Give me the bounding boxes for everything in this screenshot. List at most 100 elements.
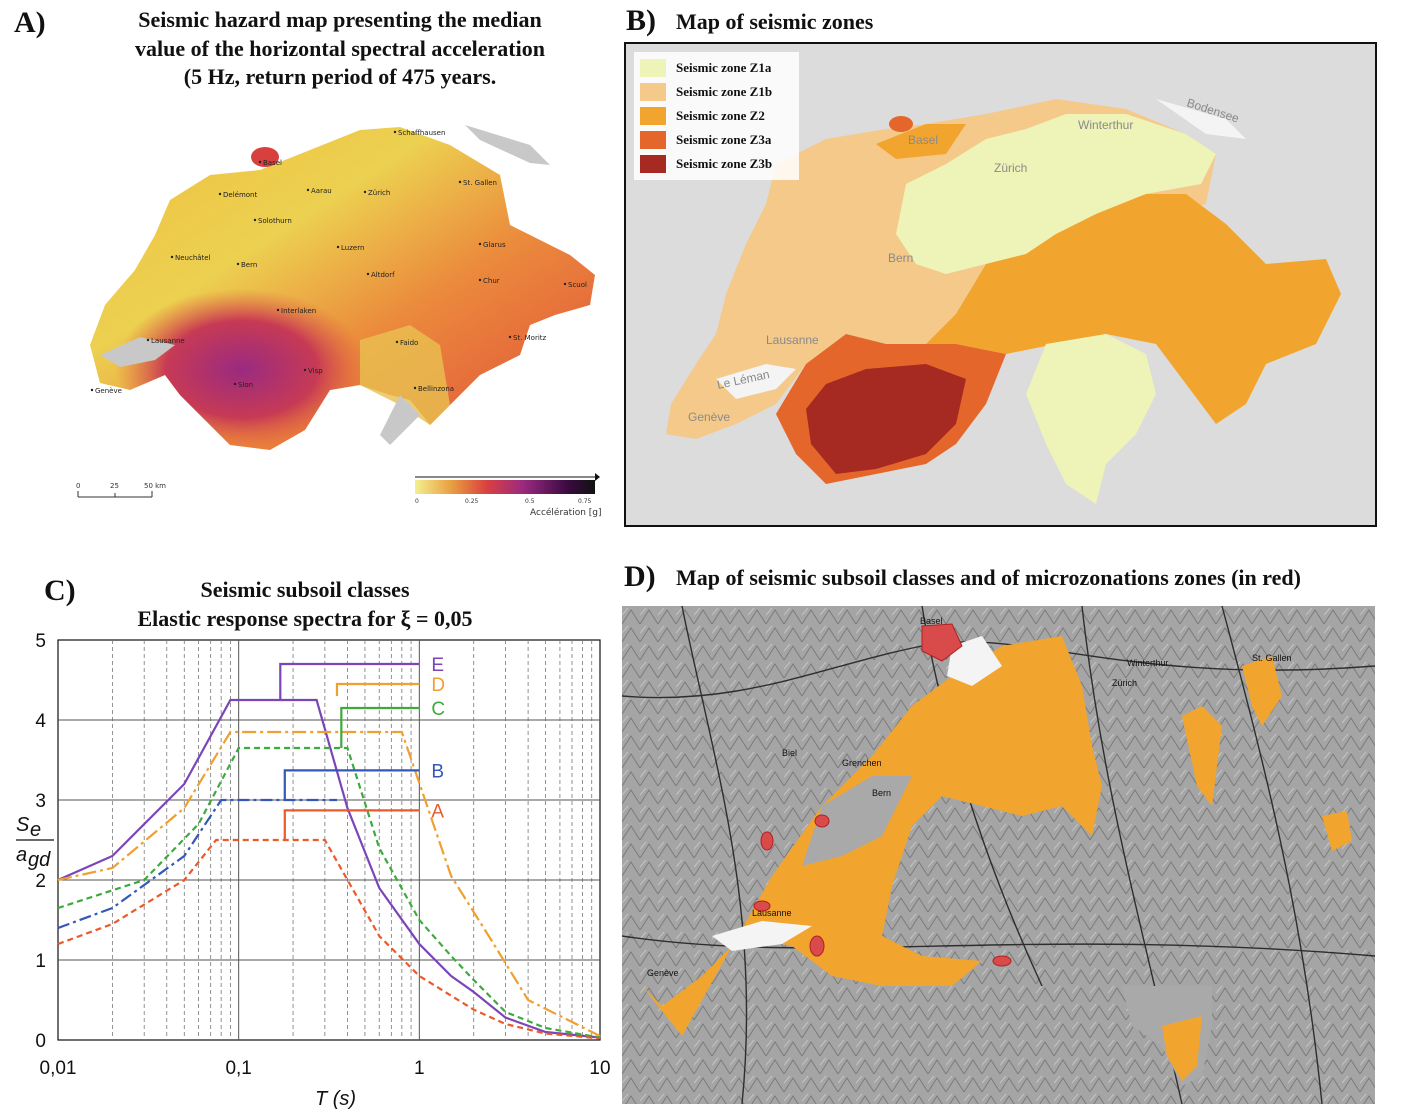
place-label-lausanne: Lausanne	[766, 333, 819, 347]
microzonation-zones	[753, 623, 1012, 967]
y-axis-title-denominator: a	[16, 844, 27, 866]
city-dot-neuchatel	[170, 255, 174, 259]
city-dot-bellinzona	[413, 386, 417, 390]
panel-d-letter: D)	[624, 560, 656, 593]
scalebar: 0 25 50 km	[76, 482, 166, 498]
place-label-d-bern: Bern	[872, 788, 891, 798]
legend-label-seismic-zone-z2: Seismic zone Z2	[676, 108, 765, 123]
place-label-basel: Basel	[908, 133, 938, 147]
zone-z2-basel	[876, 124, 966, 159]
city-dot-chur	[478, 278, 482, 282]
place-label-zurich: Zürich	[994, 161, 1027, 175]
series-b-plateau	[283, 769, 420, 800]
city-label-luzern: Luzern	[341, 244, 364, 252]
legend-row-seismic-zone-z3b: Seismic zone Z3b	[640, 152, 793, 176]
city-label-visp: Visp	[308, 367, 323, 375]
x-tick-label-0-01: 0,01	[40, 1058, 77, 1079]
chart-grid	[57, 639, 601, 1041]
city-dot-visp	[303, 368, 307, 372]
city-dot-bern	[236, 262, 240, 266]
y-tick-label-2: 2	[35, 871, 46, 892]
legend-label-seismic-zone-z1a: Seismic zone Z1a	[676, 60, 772, 75]
chart-ticks: 0,01 0,1 1 10 0 1 2 3 4 5	[35, 631, 610, 1079]
place-label-bern: Bern	[888, 251, 913, 265]
place-label-d-zurich: Zürich	[1112, 678, 1137, 688]
panel-d-title: Map of seismic subsoil classes and of mi…	[676, 565, 1301, 590]
y-axis-title: S e a gd	[16, 814, 54, 871]
hazard-map: Schaffhausen Basel Delémont Aarau Zürich St. …	[76, 125, 602, 518]
legend-swatch-seismic-zone-z3b	[640, 155, 666, 173]
series-d-curve	[57, 730, 601, 1037]
city-dot-geneve	[90, 388, 94, 392]
lake-geneva	[100, 337, 175, 367]
place-label-d-basel: Basel	[920, 616, 943, 626]
city-dot-aarau	[306, 188, 310, 192]
city-dot-luzern	[336, 245, 340, 249]
panel-b-letter: B)	[626, 4, 656, 37]
city-dot-delemont	[218, 192, 222, 196]
city-label-schaffhausen: Schaffhausen	[398, 129, 445, 137]
city-dot-solothurn	[253, 218, 257, 222]
city-dot-scuol	[563, 282, 567, 286]
city-dot-altdorf	[366, 272, 370, 276]
city-label-st-gallen: St. Gallen	[463, 179, 497, 187]
zone-z1a-south	[1026, 334, 1156, 504]
city-label-neuchatel: Neuchâtel	[175, 254, 211, 262]
zone-z3b	[806, 364, 966, 474]
series-label-a: A	[431, 801, 444, 822]
zone-legend: Seismic zone Z1a Seismic zone Z1b Seismic …	[634, 52, 799, 180]
y-tick-label-0: 0	[35, 1031, 46, 1052]
city-label-chur: Chur	[483, 277, 500, 285]
panel-c-title-line-1: Seismic subsoil classes	[200, 577, 410, 602]
legend-swatch-seismic-zone-z1b	[640, 83, 666, 101]
lake-bodensee-b	[1156, 99, 1246, 139]
chart-series	[57, 662, 601, 1040]
city-dot-st-moritz	[508, 335, 512, 339]
x-axis-title: T (s)	[315, 1088, 356, 1110]
subsoil-classes-map: Basel Winterthur Zürich St. Gallen Bern Lausa…	[622, 606, 1375, 1104]
x-tick-label-10: 10	[589, 1058, 610, 1079]
city-label-faido: Faido	[400, 339, 418, 347]
city-dot-sion	[233, 382, 237, 386]
city-label-geneve: Genève	[95, 387, 122, 395]
panel-c-letter: C)	[44, 574, 76, 607]
y-axis-title-numerator: S	[16, 814, 30, 836]
legend-label-seismic-zone-z3a: Seismic zone Z3a	[676, 132, 772, 147]
scalebar-label-25: 25	[110, 482, 119, 490]
legend-row-seismic-zone-z3a: Seismic zone Z3a	[640, 128, 793, 152]
series-d-plateau	[335, 682, 420, 696]
city-dot-st-gallen	[458, 180, 462, 184]
city-label-st-moritz: St. Moritz	[513, 334, 547, 342]
city-label-scuol: Scuol	[568, 281, 587, 289]
y-tick-label-4: 4	[35, 711, 46, 732]
colorbar-tick-0: 0	[415, 498, 419, 505]
plot-frame	[57, 639, 601, 1041]
colorbar-tick-075: 0.75	[578, 498, 592, 505]
legend-row-seismic-zone-z1b: Seismic zone Z1b	[640, 80, 793, 104]
panel-b-title: Map of seismic zones	[676, 9, 874, 34]
x-tick-label-1: 1	[414, 1058, 425, 1079]
series-label-b: B	[431, 761, 444, 782]
city-dot-lausanne	[146, 338, 150, 342]
place-label-winterthur: Winterthur	[1078, 118, 1133, 132]
series-e-plateau	[279, 662, 420, 700]
switzerland-hazard-shape	[90, 127, 595, 450]
legend-label-seismic-zone-z3b: Seismic zone Z3b	[676, 156, 773, 171]
panel-a-title-line-2: value of the horizontal spectral acceler…	[135, 35, 545, 61]
lake-maggiore	[380, 395, 420, 445]
city-label-altdorf: Altdorf	[371, 271, 395, 279]
city-dot-faido	[395, 340, 399, 344]
colorbar-tick-025: 0.25	[465, 498, 479, 505]
city-dot-glarus	[478, 242, 482, 246]
city-dot-schaffhausen	[393, 130, 397, 134]
place-label-d-geneve: Genève	[647, 968, 679, 978]
legend-row-seismic-zone-z2: Seismic zone Z2	[640, 104, 793, 128]
x-tick-label-0-1: 0,1	[225, 1058, 251, 1079]
panel-a-title: Seismic hazard map presenting the median…	[70, 6, 610, 92]
colorbar-tick-05: 0.5	[525, 498, 535, 505]
city-label-bern: Bern	[241, 261, 257, 269]
zone-z3a-basel	[889, 116, 913, 132]
legend-swatch-seismic-zone-z2	[640, 107, 666, 125]
panel-a-letter: A)	[14, 6, 46, 39]
